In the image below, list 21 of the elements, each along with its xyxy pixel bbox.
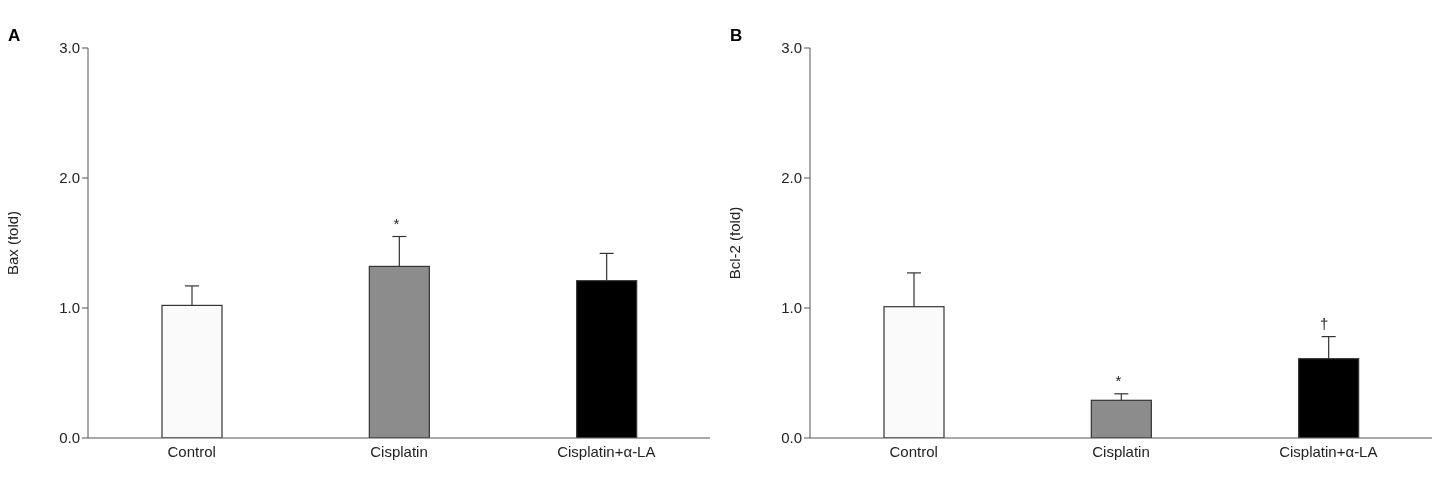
y-tick-label: 1.0 [781,299,802,317]
annotation: † [1319,314,1329,332]
x-tick-label: Cisplatin+α-LA [557,442,656,460]
chart-title: B [730,26,743,46]
y-tick-label: 3.0 [781,39,802,57]
y-tick-label: 1.0 [59,299,80,317]
y-axis-title: Bax (fold) [4,210,22,276]
y-tick-label: 2.0 [781,169,802,187]
x-tick-label: Control [167,442,216,460]
y-axis-title: Bcl-2 (fold) [726,206,744,280]
chart-title: A [8,26,21,46]
x-tick-label: Control [889,442,938,460]
annotation: * [1115,371,1122,389]
y-tick-label: 0.0 [781,429,802,447]
y-tick-label: 0.0 [59,429,80,447]
annotation: * [393,214,400,232]
y-tick-label: 3.0 [59,39,80,57]
x-tick-label: Cisplatin+α-LA [1279,442,1378,460]
x-tick-label: Cisplatin [370,442,428,460]
x-tick-label: Cisplatin [1092,442,1150,460]
y-tick-label: 2.0 [59,169,80,187]
